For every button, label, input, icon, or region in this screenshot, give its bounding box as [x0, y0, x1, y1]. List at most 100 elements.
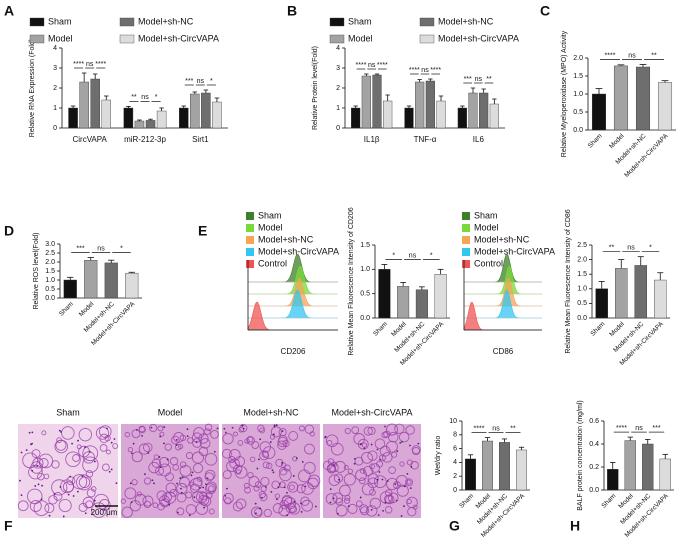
- x-tick-label: CircVAPA: [72, 135, 107, 144]
- tissue-texture: [235, 498, 247, 510]
- tissue-texture: [399, 461, 405, 467]
- nucleus: [353, 462, 356, 465]
- nucleus: [144, 473, 146, 476]
- tissue-texture: [51, 460, 60, 469]
- nucleus: [336, 512, 339, 515]
- nucleus: [19, 479, 21, 482]
- bar: [624, 440, 636, 491]
- tissue-texture: [179, 464, 192, 477]
- nucleus: [176, 482, 178, 485]
- nucleus: [202, 486, 205, 489]
- y-tick-label: 2.0: [577, 256, 587, 263]
- tissue-texture: [148, 461, 160, 474]
- tissue-texture: [354, 456, 364, 466]
- significance-label: ns: [86, 61, 94, 68]
- tissue-texture: [72, 454, 81, 462]
- nucleus: [379, 458, 382, 461]
- legend-swatch: [462, 212, 470, 220]
- tissue-texture: [44, 503, 55, 514]
- tissue-texture: [285, 502, 296, 514]
- x-tick-label: miR-212-3p: [124, 135, 166, 144]
- x-tick-label: Model: [78, 300, 96, 318]
- tissue-texture: [385, 494, 395, 505]
- nucleus: [409, 487, 412, 490]
- tissue-texture: [259, 493, 268, 502]
- y-tick-label: 2: [336, 85, 340, 92]
- nucleus: [300, 502, 302, 505]
- tissue-texture: [177, 443, 184, 449]
- tissue-texture: [149, 423, 158, 433]
- nucleus: [403, 485, 406, 488]
- significance-label: ns: [368, 62, 376, 69]
- tissue-texture: [208, 508, 215, 515]
- tissue-texture: [246, 436, 255, 445]
- nucleus: [199, 486, 201, 489]
- nucleus: [147, 452, 150, 454]
- x-tick-label: Model: [608, 132, 626, 150]
- tissue-texture: [304, 443, 315, 455]
- tissue-texture: [210, 430, 219, 439]
- nucleus: [77, 439, 79, 442]
- nucleus: [286, 491, 288, 494]
- nucleus: [300, 511, 303, 513]
- tissue-texture: [260, 485, 267, 492]
- image-label: Model+sh-CircVAPA: [332, 407, 413, 417]
- nucleus: [261, 496, 263, 499]
- nucleus: [186, 428, 189, 431]
- bar: [415, 289, 428, 319]
- significance-label: ***: [652, 425, 660, 432]
- nucleus: [81, 475, 84, 478]
- nucleus: [193, 496, 196, 499]
- nucleus: [259, 438, 262, 441]
- tissue-texture: [159, 431, 165, 437]
- tissue-texture: [253, 485, 260, 492]
- tissue-texture: [222, 492, 234, 504]
- bar: [489, 103, 499, 129]
- tissue-texture: [391, 451, 398, 458]
- nucleus: [384, 425, 386, 428]
- scale-bar-label: 200 μm: [91, 508, 118, 517]
- x-tick-label: Sham: [587, 133, 604, 150]
- tissue-texture: [176, 507, 185, 516]
- bar: [657, 82, 673, 131]
- nucleus: [103, 508, 106, 511]
- y-tick-label: 0.4: [589, 441, 599, 448]
- nucleus: [394, 483, 397, 486]
- nucleus: [363, 447, 366, 450]
- y-tick-label: 2: [453, 473, 457, 480]
- y-tick-label: 2.0: [573, 55, 583, 62]
- tissue-texture: [251, 441, 260, 449]
- y-tick-label: 0.6: [589, 418, 599, 425]
- tissue-texture: [384, 506, 393, 514]
- bar: [63, 279, 77, 299]
- bar: [482, 440, 493, 491]
- tissue-texture: [142, 442, 153, 453]
- legend-swatch: [462, 260, 470, 268]
- nucleus: [256, 467, 259, 470]
- y-tick-label: 1.0: [577, 286, 587, 293]
- tissue-texture: [156, 490, 167, 501]
- significance-label: **: [651, 52, 657, 59]
- tissue-texture: [222, 470, 232, 480]
- x-tick-label: Sham: [372, 321, 389, 338]
- tissue-texture: [53, 491, 63, 501]
- nucleus: [150, 426, 153, 429]
- tissue-texture: [259, 441, 272, 453]
- legend-swatch: [419, 17, 435, 27]
- nucleus: [58, 429, 61, 432]
- tissue-texture: [192, 463, 204, 474]
- tissue-texture: [343, 464, 349, 470]
- nucleus: [180, 491, 183, 494]
- panel-letter: E: [198, 223, 207, 239]
- tissue-texture: [282, 439, 290, 447]
- significance-label: ****: [616, 425, 627, 432]
- significance-label: *: [210, 78, 213, 85]
- nucleus: [141, 434, 143, 437]
- bar: [104, 262, 118, 299]
- significance-label: *: [649, 245, 652, 252]
- significance-label: ****: [409, 67, 420, 74]
- nucleus: [107, 507, 110, 510]
- tissue-texture: [260, 476, 270, 487]
- tissue-texture: [134, 493, 147, 506]
- legend-swatch: [29, 17, 45, 27]
